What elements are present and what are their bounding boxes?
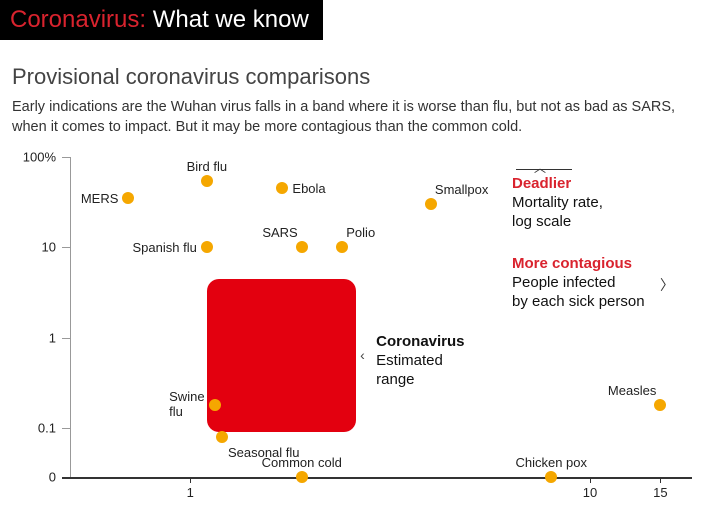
data-point (276, 182, 288, 194)
y-axis (70, 157, 71, 477)
y-tick-mark (62, 157, 70, 158)
y-tick-label: 100% (12, 150, 56, 165)
data-point-label: Spanish flu (133, 240, 197, 255)
chart: 0 0.1 1 10 100% 1 10 15 ‹ CoronavirusEstimatedran… (12, 147, 702, 507)
data-point (209, 399, 221, 411)
banner-white: What we know (153, 6, 309, 33)
data-point (216, 431, 228, 443)
data-point-label: Ebola (292, 181, 325, 196)
data-point (296, 471, 308, 483)
x-axis (62, 477, 692, 479)
x-tick-mark (190, 477, 191, 483)
data-point (654, 399, 666, 411)
x-tick-label: 1 (187, 485, 194, 500)
y-tick-mark (62, 338, 70, 339)
banner-red: Coronavirus: (10, 6, 146, 33)
subtitle: Provisional coronavirus comparisons (12, 64, 699, 90)
y-tick-label: 1 (12, 330, 56, 345)
title-banner: Coronavirus: What we know (0, 0, 323, 40)
data-point-label: Chicken pox (515, 455, 587, 470)
y-tick-mark (62, 428, 70, 429)
coronavirus-label: CoronavirusEstimatedrange (376, 333, 464, 389)
data-point-label: Smallpox (435, 182, 488, 197)
deadlier-arrow-line (516, 169, 572, 170)
coronavirus-range-box (207, 279, 356, 432)
y-tick-label: 0.1 (12, 420, 56, 435)
data-point-label: Common cold (262, 455, 342, 470)
legend-deadlier: Deadlier Mortality rate, log scale (512, 175, 603, 231)
data-point-label: SARS (262, 225, 297, 240)
data-point (336, 241, 348, 253)
data-point-label: Bird flu (187, 159, 227, 174)
data-point-label: Polio (346, 225, 375, 240)
deadlier-arrow-icon: ︿ (534, 159, 546, 176)
x-tick-mark (660, 477, 661, 483)
data-point-label: Swineflu (169, 389, 204, 419)
x-tick-label: 10 (583, 485, 597, 500)
y-tick-label: 0 (12, 470, 56, 485)
y-tick-mark (62, 247, 70, 248)
data-point (545, 471, 557, 483)
x-tick-mark (590, 477, 591, 483)
data-point-label: Measles (608, 383, 656, 398)
data-point (425, 198, 437, 210)
y-tick-label: 10 (12, 240, 56, 255)
data-point (122, 192, 134, 204)
data-point (201, 241, 213, 253)
data-point-label: MERS (81, 191, 119, 206)
coronavirus-caret-icon: ‹ (360, 347, 365, 363)
data-point (201, 175, 213, 187)
contagious-arrow-icon: 〉 (660, 275, 674, 295)
data-point (296, 241, 308, 253)
x-tick-label: 15 (653, 485, 667, 500)
description: Early indications are the Wuhan virus fa… (12, 98, 692, 137)
content: Provisional coronavirus comparisons Earl… (0, 40, 711, 507)
legend-contagious: More contagious People infected by each … (512, 255, 645, 311)
